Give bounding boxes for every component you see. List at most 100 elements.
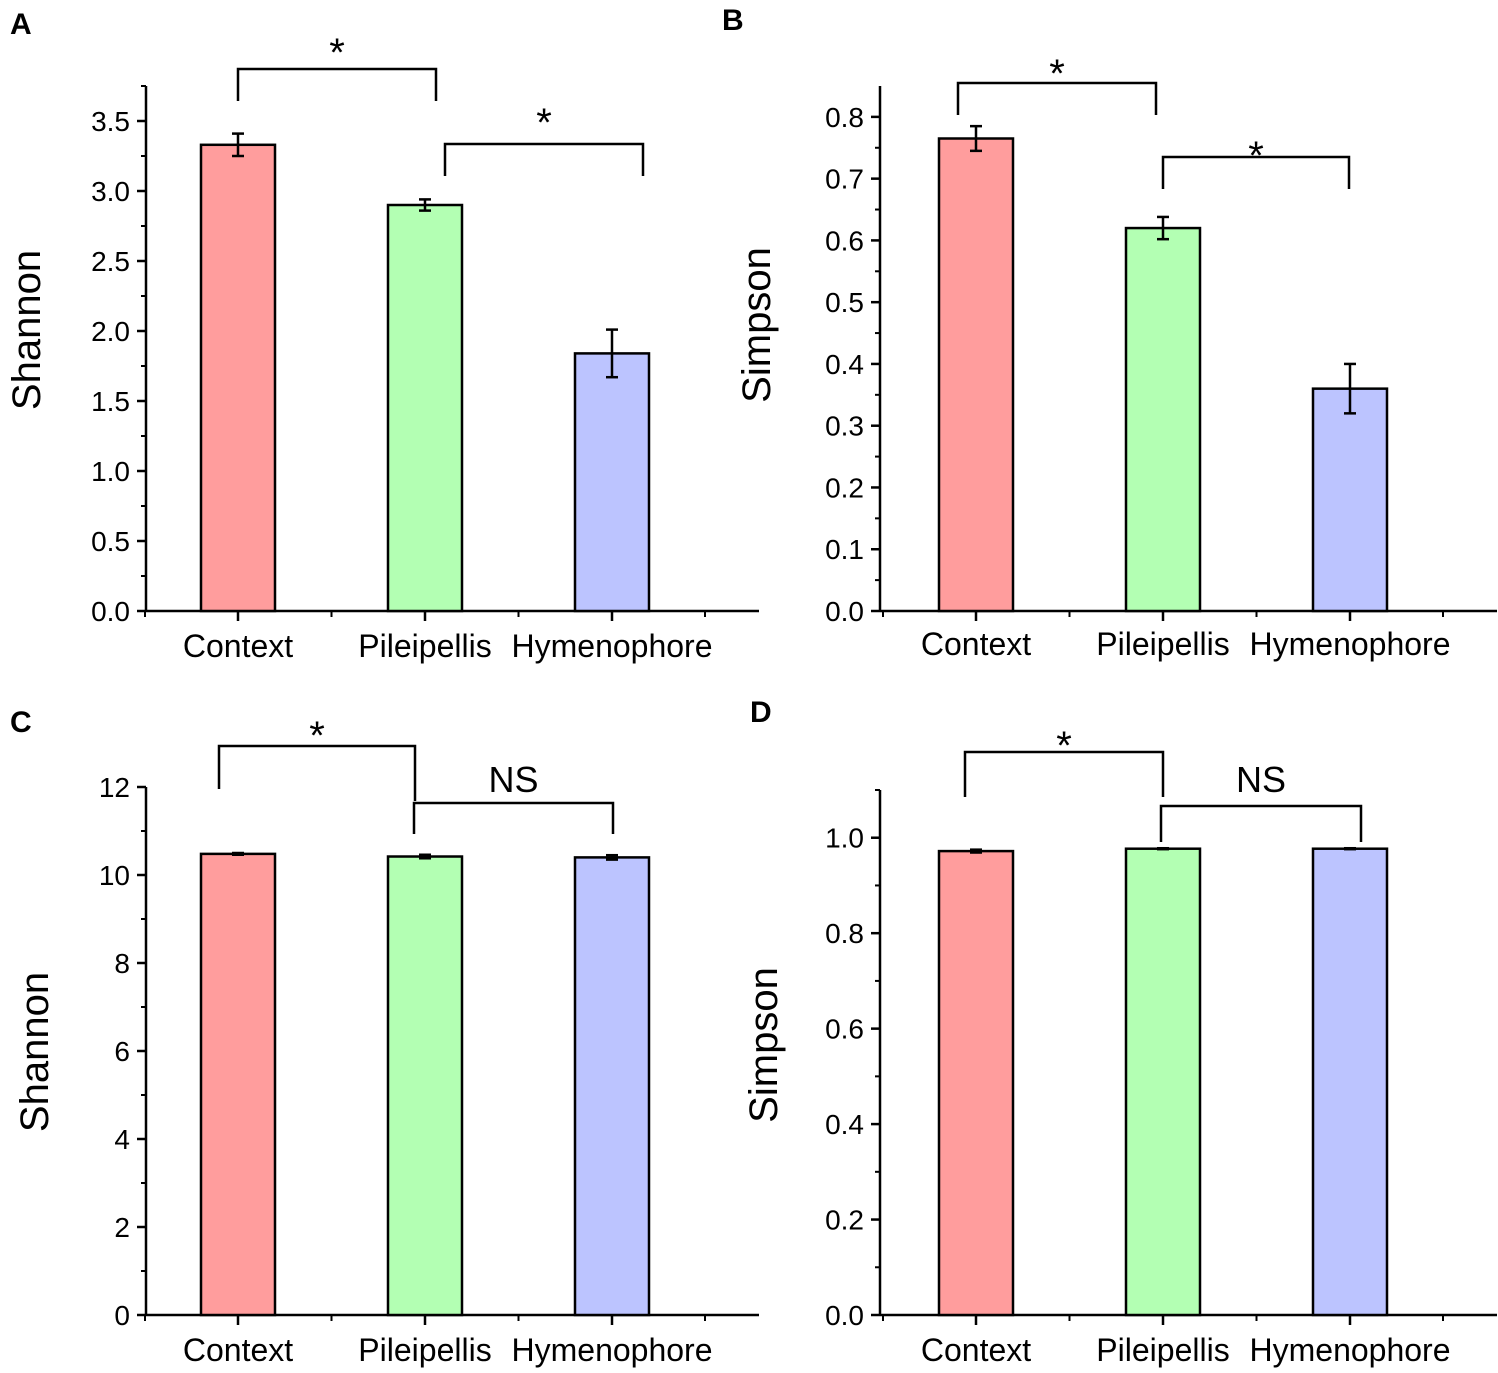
y-tick-label: 0.1	[825, 534, 864, 565]
y-tick-label: 0.3	[825, 411, 864, 442]
y-axis-title: Shannon	[13, 972, 57, 1132]
y-tick-label: 0.8	[825, 102, 864, 133]
error-bar-hymenophore	[1344, 362, 1356, 415]
x-tick-label-context: Context	[183, 628, 293, 664]
significance-label: NS	[488, 759, 538, 800]
x-tick-label-hymenophore: Hymenophore	[512, 628, 713, 664]
error-bar-pileipellis	[419, 198, 431, 212]
y-tick-label: 0.8	[825, 918, 864, 949]
x-tick-label-pileipellis: Pileipellis	[1096, 1332, 1229, 1368]
bracket-line	[963, 750, 1165, 797]
x-tick-label-pileipellis: Pileipellis	[1096, 626, 1229, 662]
significance-label: *	[1049, 52, 1065, 96]
error-bar-context	[970, 848, 982, 854]
bracket-line	[1159, 804, 1363, 842]
y-tick-label: 2	[114, 1212, 130, 1243]
chart-panel-d: D 0.0 0.2 0.4 0.6 0.8 1.0 Simpson Context Pileipe…	[742, 696, 1497, 1368]
error-bar-context	[232, 851, 244, 857]
error-bar-context	[970, 124, 982, 153]
significance-bracket: *	[1161, 134, 1351, 189]
bracket-line	[412, 801, 615, 834]
chart-panel-b: B 0.0 0.1 0.2 0.3 0.4 0.5 0.6 0.7 0.8 Simpson Conte…	[722, 4, 1497, 662]
bar-pileipellis	[1124, 226, 1202, 613]
significance-label: *	[536, 101, 552, 145]
significance-bracket: NS	[1159, 759, 1363, 842]
x-tick-label-hymenophore: Hymenophore	[512, 1332, 713, 1368]
bar-context	[199, 143, 277, 613]
y-tick-label: 0.6	[825, 1014, 864, 1045]
bar-hymenophore	[1311, 387, 1389, 613]
error-bar-pileipellis	[1157, 215, 1169, 241]
y-tick-label: 12	[99, 772, 130, 803]
error-bar-pileipellis	[419, 853, 431, 860]
significance-bracket: *	[956, 52, 1158, 115]
y-tick-label: 3.5	[91, 106, 130, 137]
x-tick-label-context: Context	[921, 626, 1031, 662]
y-tick-label: 0.4	[825, 1109, 864, 1140]
bar-pileipellis	[1124, 847, 1202, 1317]
y-tick-label: 0.7	[825, 164, 864, 195]
y-tick-label: 0.2	[825, 1205, 864, 1236]
y-tick-label: 1.5	[91, 386, 130, 417]
bar-hymenophore	[573, 856, 651, 1317]
bar-context	[937, 849, 1015, 1317]
bracket-line	[236, 67, 438, 101]
bar-context	[199, 852, 277, 1317]
panel-label-b: B	[722, 4, 744, 37]
error-bar-hymenophore	[606, 853, 618, 861]
y-tick-label: 8	[114, 948, 130, 979]
significance-label: *	[1248, 134, 1264, 178]
error-bar-pileipellis	[1157, 846, 1169, 851]
y-tick-label: 4	[114, 1124, 130, 1155]
bar-hymenophore	[573, 352, 651, 613]
y-tick-label: 0.0	[825, 1300, 864, 1331]
bracket-line	[443, 142, 645, 176]
y-tick-label: 6	[114, 1036, 130, 1067]
error-bar-context	[232, 132, 244, 158]
bracket-line	[956, 81, 1158, 115]
panel-label-c: C	[10, 706, 32, 739]
bar-pileipellis	[386, 855, 464, 1317]
bar-hymenophore	[1311, 847, 1389, 1317]
y-tick-label: 10	[99, 860, 130, 891]
y-tick-label: 0.5	[825, 287, 864, 318]
x-tick-label-hymenophore: Hymenophore	[1250, 1332, 1451, 1368]
y-tick-label: 1.0	[91, 456, 130, 487]
bar-pileipellis	[386, 203, 464, 613]
y-axis-title: Simpson	[735, 247, 779, 403]
significance-bracket: NS	[412, 759, 615, 834]
panel-label-d: D	[750, 696, 772, 729]
bracket-line	[1161, 155, 1351, 189]
y-tick-label: 0.0	[825, 596, 864, 627]
significance-label: NS	[1236, 759, 1286, 800]
x-tick-label-pileipellis: Pileipellis	[358, 628, 491, 664]
error-bar-hymenophore	[1344, 846, 1356, 851]
y-tick-label: 0.5	[91, 526, 130, 557]
significance-label: *	[1056, 724, 1072, 768]
y-tick-label: 0.2	[825, 472, 864, 503]
chart-panel-a: A 0.0 0.5 1.0 1.5 2.0 2.5 3.0 3.5 Shannon Context P…	[5, 8, 759, 664]
x-tick-label-pileipellis: Pileipellis	[358, 1332, 491, 1368]
significance-label: *	[329, 31, 345, 75]
panel-label-a: A	[10, 8, 32, 41]
y-tick-label: 0.0	[91, 596, 130, 627]
significance-bracket: *	[963, 724, 1165, 797]
bar-context	[937, 137, 1015, 613]
chart-panel-c: C 0 2 4 6 8 10 12 Shannon Context Pileipellis Hymen…	[10, 706, 759, 1368]
y-tick-label: 0	[114, 1300, 130, 1331]
significance-bracket: *	[217, 714, 417, 801]
y-tick-label: 2.0	[91, 316, 130, 347]
y-tick-label: 3.0	[91, 176, 130, 207]
bracket-line	[217, 744, 417, 801]
significance-bracket: *	[236, 31, 438, 101]
error-bar-hymenophore	[606, 328, 618, 379]
x-tick-label-hymenophore: Hymenophore	[1250, 626, 1451, 662]
y-tick-label: 2.5	[91, 246, 130, 277]
significance-label: *	[309, 714, 325, 758]
y-tick-label: 0.6	[825, 225, 864, 256]
y-tick-label: 0.4	[825, 349, 864, 380]
y-tick-label: 1.0	[825, 823, 864, 854]
x-tick-label-context: Context	[921, 1332, 1031, 1368]
x-tick-label-context: Context	[183, 1332, 293, 1368]
